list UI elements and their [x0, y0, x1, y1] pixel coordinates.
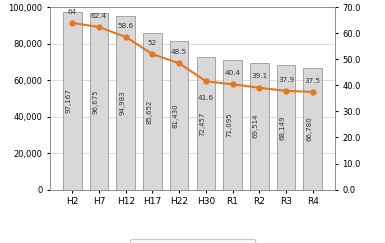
Bar: [116, 17, 135, 190]
Text: 62.4: 62.4: [91, 13, 107, 19]
Bar: [143, 34, 162, 190]
Text: 37.9: 37.9: [278, 77, 294, 83]
Legend: 加入世帯数, 加入率（％）: 加入世帯数, 加入率（％）: [130, 239, 255, 243]
Text: 97,167: 97,167: [66, 89, 72, 113]
Text: 96,675: 96,675: [93, 89, 99, 114]
Bar: [196, 58, 215, 190]
Text: 72,457: 72,457: [199, 111, 206, 136]
Text: 37.5: 37.5: [305, 78, 321, 84]
Text: 85,652: 85,652: [146, 99, 152, 124]
Text: 52: 52: [148, 40, 157, 46]
Text: 71,095: 71,095: [226, 113, 232, 137]
Text: 81,430: 81,430: [173, 103, 179, 128]
Text: 66,780: 66,780: [306, 116, 312, 141]
Text: 48.5: 48.5: [171, 49, 187, 55]
Text: 41.6: 41.6: [198, 95, 214, 101]
Text: 64: 64: [68, 9, 77, 15]
Text: 58.6: 58.6: [118, 23, 134, 29]
Bar: [170, 41, 189, 190]
Bar: [303, 68, 322, 190]
Text: 69,514: 69,514: [253, 114, 259, 139]
Bar: [63, 12, 82, 190]
Text: 40.4: 40.4: [224, 70, 241, 76]
Text: 94,983: 94,983: [119, 91, 126, 115]
Text: 68,149: 68,149: [280, 115, 286, 140]
Bar: [250, 63, 269, 190]
Bar: [90, 13, 109, 190]
Bar: [223, 60, 242, 190]
Bar: [276, 65, 295, 190]
Text: 39.1: 39.1: [251, 73, 267, 79]
